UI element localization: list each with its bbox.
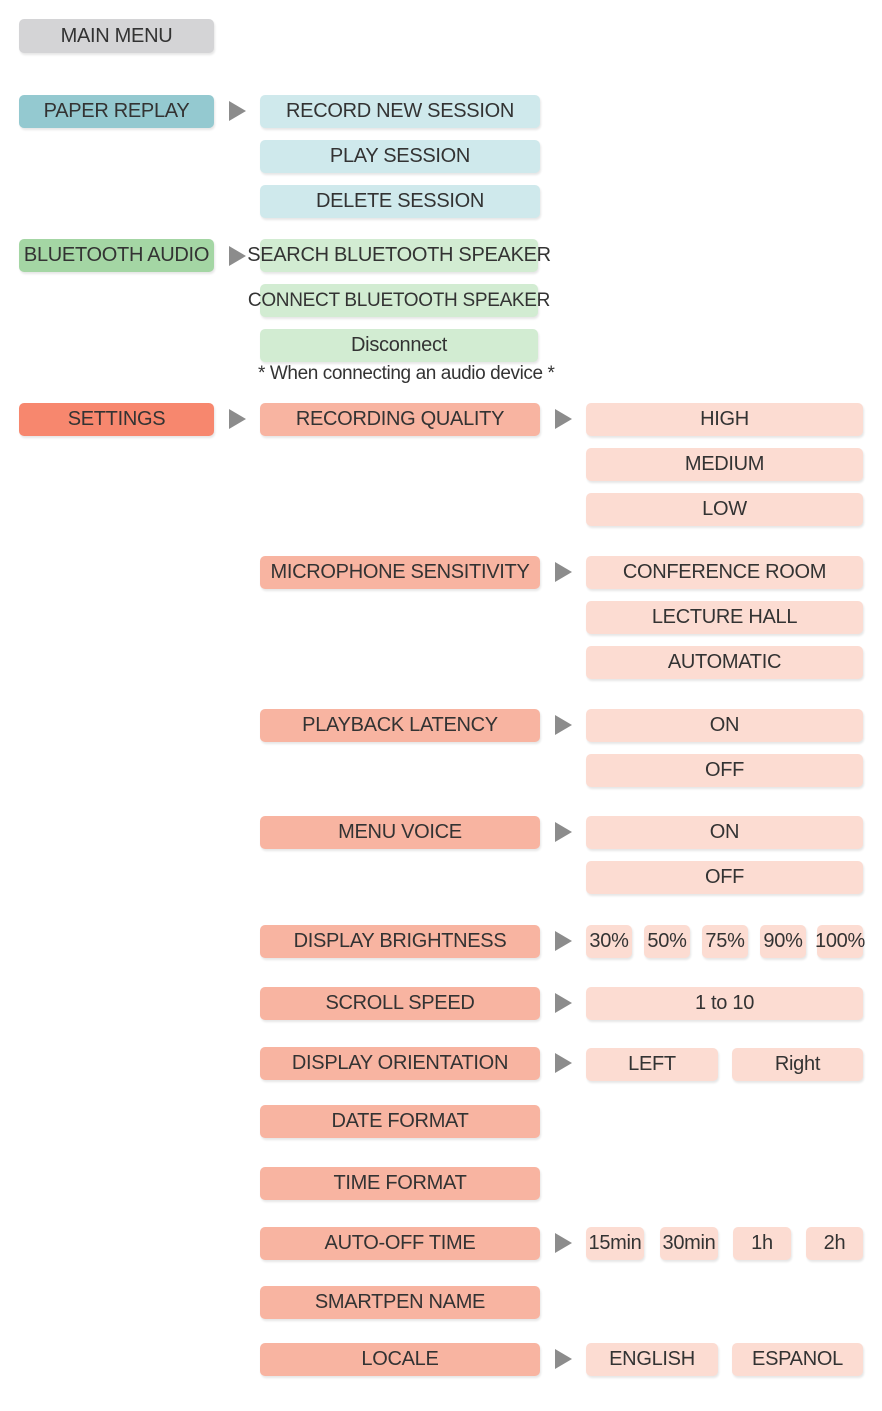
disconnect-button[interactable]: Disconnect [260, 329, 538, 362]
delete-session-button[interactable]: DELETE SESSION [260, 185, 540, 218]
brightness-30-option[interactable]: 30% [586, 925, 632, 958]
play-session-button[interactable]: PLAY SESSION [260, 140, 540, 173]
brightness-100-option[interactable]: 100% [815, 925, 865, 958]
orientation-left-option[interactable]: LEFT [586, 1048, 718, 1081]
smartpen-name-button[interactable]: SMARTPEN NAME [260, 1286, 540, 1319]
display-orientation-arrow-icon [555, 1053, 572, 1073]
auto-off-30min-option[interactable]: 30min [660, 1227, 718, 1260]
menu-voice-off-option[interactable]: OFF [586, 861, 863, 894]
quality-medium-option[interactable]: MEDIUM [586, 448, 863, 481]
auto-off-2h-option[interactable]: 2h [806, 1227, 863, 1260]
brightness-75-option[interactable]: 75% [702, 925, 748, 958]
main-menu-heading: MAIN MENU [19, 19, 214, 53]
locale-button[interactable]: LOCALE [260, 1343, 540, 1376]
display-orientation-button[interactable]: DISPLAY ORIENTATION [260, 1047, 540, 1080]
paper-replay-button[interactable]: PAPER REPLAY [19, 95, 214, 128]
microphone-sensitivity-arrow-icon [555, 562, 572, 582]
scroll-speed-range-option[interactable]: 1 to 10 [586, 987, 863, 1020]
playback-latency-on-option[interactable]: ON [586, 709, 863, 742]
paper-replay-arrow-icon [229, 101, 246, 121]
date-format-button[interactable]: DATE FORMAT [260, 1105, 540, 1138]
scroll-speed-button[interactable]: SCROLL SPEED [260, 987, 540, 1020]
bluetooth-audio-arrow-icon [229, 246, 246, 266]
playback-latency-arrow-icon [555, 715, 572, 735]
menu-voice-button[interactable]: MENU VOICE [260, 816, 540, 849]
auto-off-time-button[interactable]: AUTO-OFF TIME [260, 1227, 540, 1260]
conference-room-option[interactable]: CONFERENCE ROOM [586, 556, 863, 589]
display-brightness-button[interactable]: DISPLAY BRIGHTNESS [260, 925, 540, 958]
settings-button[interactable]: SETTINGS [19, 403, 214, 436]
locale-english-option[interactable]: ENGLISH [586, 1343, 718, 1376]
time-format-button[interactable]: TIME FORMAT [260, 1167, 540, 1200]
auto-off-15min-option[interactable]: 15min [586, 1227, 644, 1260]
search-bluetooth-speaker-button[interactable]: SEARCH BLUETOOTH SPEAKER [247, 239, 551, 272]
quality-low-option[interactable]: LOW [586, 493, 863, 526]
record-new-session-button[interactable]: RECORD NEW SESSION [260, 95, 540, 128]
quality-high-option[interactable]: HIGH [586, 403, 863, 436]
menu-voice-on-option[interactable]: ON [586, 816, 863, 849]
brightness-50-option[interactable]: 50% [644, 925, 690, 958]
brightness-90-option[interactable]: 90% [760, 925, 806, 958]
orientation-right-option[interactable]: Right [732, 1048, 863, 1081]
locale-arrow-icon [555, 1349, 572, 1369]
menu-voice-arrow-icon [555, 822, 572, 842]
connect-bluetooth-speaker-button[interactable]: CONNECT BLUETOOTH SPEAKER [248, 284, 550, 317]
microphone-sensitivity-button[interactable]: MICROPHONE SENSITIVITY [260, 556, 540, 589]
bluetooth-note: * When connecting an audio device * [258, 363, 555, 384]
auto-off-1h-option[interactable]: 1h [733, 1227, 791, 1260]
display-brightness-arrow-icon [555, 931, 572, 951]
automatic-option[interactable]: AUTOMATIC [586, 646, 863, 679]
recording-quality-button[interactable]: RECORDING QUALITY [260, 403, 540, 436]
scroll-speed-arrow-icon [555, 993, 572, 1013]
playback-latency-button[interactable]: PLAYBACK LATENCY [260, 709, 540, 742]
auto-off-time-arrow-icon [555, 1233, 572, 1253]
bluetooth-audio-button[interactable]: BLUETOOTH AUDIO [19, 239, 214, 272]
settings-arrow-icon [229, 409, 246, 429]
recording-quality-arrow-icon [555, 409, 572, 429]
locale-espanol-option[interactable]: ESPANOL [732, 1343, 863, 1376]
lecture-hall-option[interactable]: LECTURE HALL [586, 601, 863, 634]
playback-latency-off-option[interactable]: OFF [586, 754, 863, 787]
